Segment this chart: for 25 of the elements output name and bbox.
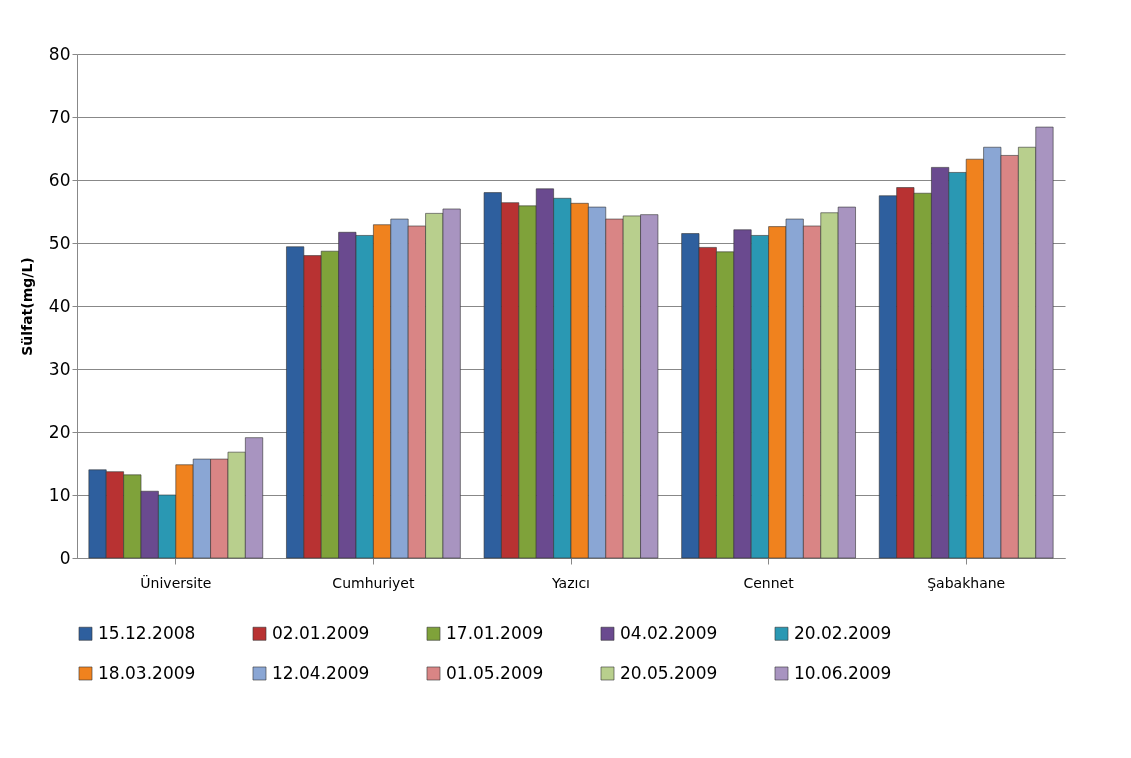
- x-tick-label: Cennet: [743, 574, 795, 591]
- legend-label: 10.06.2009: [794, 662, 892, 683]
- y-tick-label: 60: [48, 169, 71, 190]
- x-tick-label: Cumhuriyet: [332, 574, 415, 591]
- legend-label: 15.12.2008: [98, 622, 196, 643]
- legend-label: 12.04.2009: [272, 662, 370, 683]
- y-tick-label: 0: [59, 547, 71, 568]
- legend-label: 02.01.2009: [272, 622, 370, 643]
- x-tick-label: Şabakhane: [927, 574, 1006, 591]
- legend-label: 01.05.2009: [446, 662, 544, 683]
- y-tick-label: 80: [48, 43, 71, 64]
- y-tick-label: 30: [48, 358, 71, 379]
- y-tick-label: 40: [48, 295, 71, 316]
- legend-label: 20.05.2009: [620, 662, 718, 683]
- y-tick-label: 50: [48, 232, 71, 253]
- x-tick-label: Üniversite: [140, 573, 212, 591]
- x-tick-label: Yazıcı: [550, 574, 591, 591]
- legend-label: 20.02.2009: [794, 622, 892, 643]
- legend-label: 17.01.2009: [446, 622, 544, 643]
- legend-label: 18.03.2009: [98, 662, 196, 683]
- y-tick-label: 10: [48, 484, 71, 505]
- y-axis-title: Sülfat(mg/L): [18, 257, 35, 356]
- y-tick-label: 20: [48, 421, 71, 442]
- y-tick-label: 70: [48, 106, 71, 127]
- legend-label: 04.02.2009: [620, 622, 718, 643]
